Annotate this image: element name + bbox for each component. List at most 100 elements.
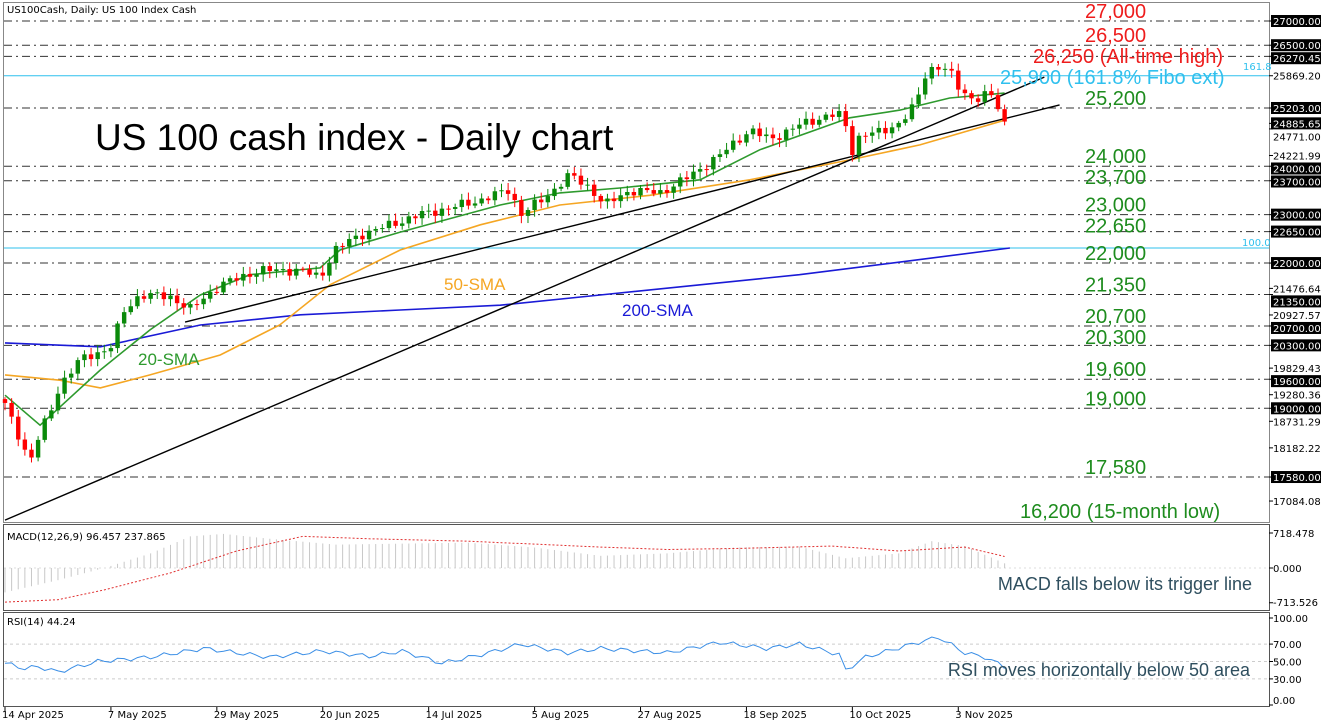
price-tick-label: 20927.57 bbox=[1273, 311, 1321, 322]
candle-body bbox=[400, 223, 405, 226]
candle bbox=[757, 122, 762, 142]
price-label-box bbox=[1271, 162, 1321, 175]
candle bbox=[208, 284, 213, 303]
sma50-line bbox=[4, 119, 1005, 389]
candle-body bbox=[1002, 109, 1007, 122]
time-tick-label: 18 Sep 2025 bbox=[743, 710, 806, 721]
candle-body bbox=[300, 268, 306, 270]
candle-body bbox=[539, 199, 544, 203]
candle-body bbox=[452, 207, 458, 209]
candle bbox=[823, 111, 829, 123]
candle-body bbox=[803, 118, 809, 125]
candle bbox=[486, 196, 491, 205]
candle-body bbox=[975, 98, 981, 102]
candle bbox=[406, 211, 412, 229]
candles bbox=[2, 61, 1007, 463]
candle bbox=[936, 64, 941, 77]
level-label: 27,000 bbox=[1085, 1, 1146, 23]
candle-body bbox=[22, 439, 28, 450]
price-label-box bbox=[1271, 321, 1321, 334]
level-label: 22,000 bbox=[1085, 243, 1146, 265]
candle-body bbox=[486, 198, 491, 201]
candle-body bbox=[479, 198, 484, 204]
candle bbox=[35, 436, 41, 462]
candle bbox=[95, 344, 100, 367]
candle-body bbox=[121, 312, 127, 324]
level-lines bbox=[4, 20, 1269, 478]
candle-body bbox=[2, 399, 8, 403]
candle-body bbox=[744, 134, 749, 143]
rsi-tick-label: 0.00 bbox=[1273, 696, 1295, 707]
candle bbox=[903, 114, 908, 126]
candle bbox=[413, 214, 418, 225]
candle bbox=[499, 183, 504, 198]
candle bbox=[472, 196, 478, 209]
candle-body bbox=[188, 304, 193, 308]
candle bbox=[221, 277, 226, 295]
candle-body bbox=[386, 220, 392, 229]
candle bbox=[671, 183, 676, 199]
candle-body bbox=[664, 190, 670, 193]
candle-body bbox=[201, 298, 206, 305]
candle bbox=[922, 72, 928, 100]
candle bbox=[691, 164, 696, 187]
rsi-pane bbox=[3, 612, 1270, 707]
level-label: 25,200 bbox=[1085, 88, 1146, 110]
candle bbox=[565, 169, 570, 190]
candle-body bbox=[214, 291, 220, 293]
candle bbox=[843, 103, 848, 132]
candle-body bbox=[704, 169, 709, 171]
price-tick-label: 19280.36 bbox=[1273, 391, 1321, 402]
candle-body bbox=[446, 208, 451, 210]
price-level-label: 22000.00 bbox=[1273, 259, 1321, 270]
price-label-box bbox=[1271, 471, 1321, 484]
candle bbox=[380, 224, 385, 233]
candle bbox=[327, 256, 332, 282]
candle bbox=[9, 398, 14, 424]
candle bbox=[929, 63, 934, 85]
candle bbox=[168, 288, 173, 307]
price-label-box bbox=[1271, 175, 1321, 188]
time-tick-label: 14 Jul 2025 bbox=[426, 710, 483, 721]
candle-body bbox=[307, 269, 312, 275]
candle-body bbox=[936, 66, 941, 70]
candle bbox=[426, 203, 431, 219]
level-label: 26,250 (All-time high) bbox=[1033, 46, 1223, 68]
candle-body bbox=[883, 127, 888, 134]
rsi-indicator: 100.00 70.00 50.00 30.00 0.00 bbox=[4, 614, 1308, 707]
candle bbox=[247, 266, 253, 284]
candle-body bbox=[631, 192, 637, 196]
candle-body bbox=[49, 410, 54, 419]
candle bbox=[128, 299, 133, 315]
candle bbox=[883, 121, 888, 140]
candle bbox=[115, 321, 120, 354]
candle bbox=[684, 171, 690, 187]
candle-body bbox=[69, 373, 74, 378]
candle bbox=[214, 285, 220, 295]
price-level-label: 25203.00 bbox=[1273, 104, 1321, 115]
candle-body bbox=[419, 211, 425, 219]
candle-body bbox=[552, 188, 557, 197]
candle-body bbox=[572, 173, 577, 176]
candle bbox=[783, 127, 789, 148]
candle bbox=[539, 192, 544, 209]
price-label-box bbox=[1271, 208, 1321, 221]
candle bbox=[916, 87, 921, 109]
candle-body bbox=[823, 114, 829, 120]
candle bbox=[148, 289, 153, 304]
candle-body bbox=[909, 104, 915, 120]
candle bbox=[274, 263, 279, 278]
time-tick-label: 5 Aug 2025 bbox=[532, 710, 590, 721]
candle-body bbox=[254, 274, 259, 277]
candle bbox=[750, 125, 756, 140]
candle-body bbox=[267, 266, 272, 272]
candle-body bbox=[989, 91, 994, 96]
price-label-box bbox=[1271, 375, 1321, 388]
chart-header: US100Cash, Daily: US 100 Index Cash bbox=[7, 5, 196, 16]
candle bbox=[333, 242, 339, 270]
candle bbox=[294, 263, 299, 280]
candle-body bbox=[684, 177, 690, 180]
candle-body bbox=[750, 128, 756, 135]
candle bbox=[353, 228, 359, 247]
